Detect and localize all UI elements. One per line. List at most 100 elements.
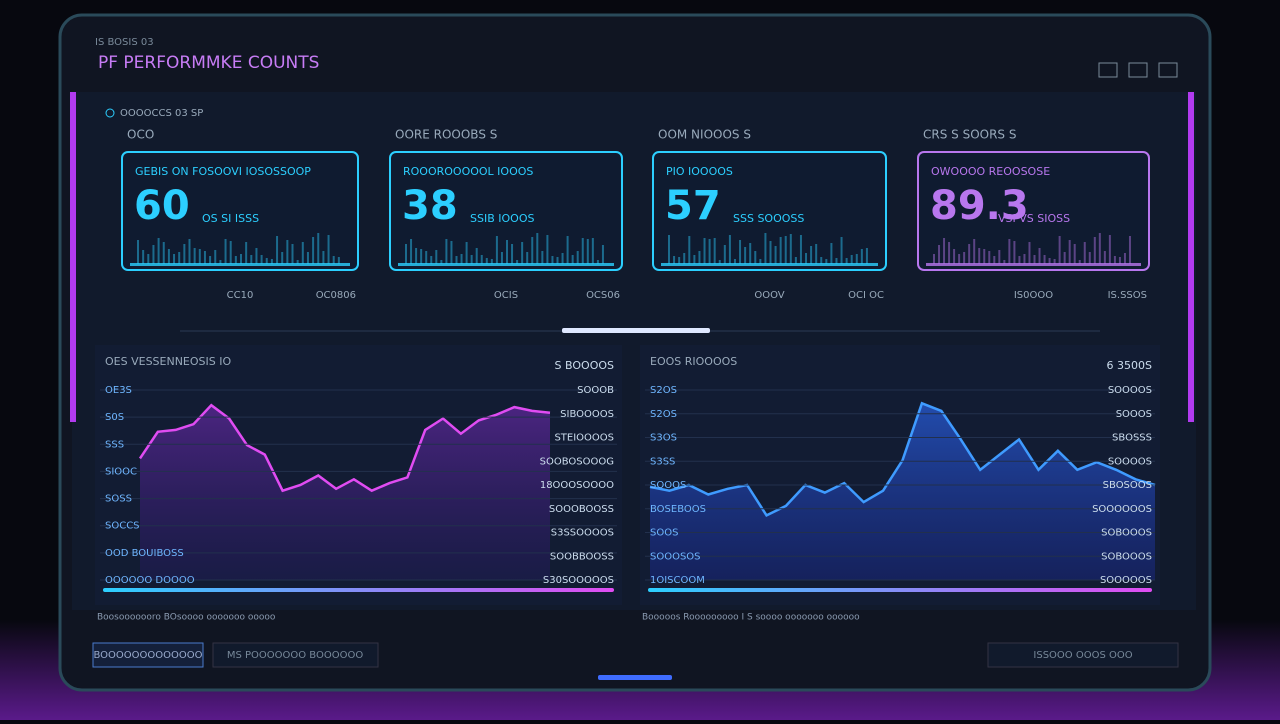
sparkline-bar bbox=[265, 258, 268, 264]
card-value: 60 bbox=[134, 183, 190, 229]
y-label-right: SOOOOOOS bbox=[1092, 504, 1152, 515]
sparkline-bar bbox=[713, 238, 716, 264]
card-value: 38 bbox=[402, 183, 458, 229]
sparkline-bar bbox=[825, 259, 828, 264]
chart-line bbox=[649, 401, 1156, 518]
sparkline-bar bbox=[440, 260, 443, 264]
y-label-right: SOBOOOS bbox=[1101, 551, 1152, 562]
y-label-left: SIOOC bbox=[105, 466, 137, 477]
y-label-right: SBOSOOS bbox=[1103, 480, 1152, 491]
sparkline-bar bbox=[255, 248, 258, 264]
footer-button[interactable] bbox=[92, 642, 204, 668]
card bbox=[389, 151, 623, 271]
sparkline-bar bbox=[435, 250, 438, 264]
sparkline-bar bbox=[291, 244, 294, 264]
sparkline-bar bbox=[845, 258, 848, 264]
sparkline-bar bbox=[337, 257, 340, 264]
subheader: OOOOCCS 03 SP bbox=[120, 108, 203, 119]
sparkline-bar bbox=[668, 235, 670, 264]
sparkline-bar bbox=[460, 254, 463, 264]
sparkline-bar bbox=[1033, 255, 1036, 264]
y-label-right: SOOBBOOSS bbox=[550, 551, 614, 562]
sparkline-bar bbox=[744, 247, 747, 264]
sparkline-bar bbox=[178, 252, 181, 264]
sparkline-bar bbox=[789, 234, 792, 264]
sparkline-bar bbox=[749, 243, 752, 264]
sparkline-bar bbox=[596, 260, 599, 264]
y-label-left: SOOS bbox=[650, 528, 678, 539]
card-foot-right: OC0806 bbox=[316, 290, 356, 301]
sparkline-bar bbox=[281, 252, 284, 264]
sparkline-bar bbox=[815, 244, 818, 264]
sparkline-bar bbox=[943, 238, 946, 264]
sparkline-bar bbox=[1128, 236, 1131, 264]
sparkline-bar bbox=[1113, 256, 1116, 264]
y-label-right: SOOOOS bbox=[1108, 385, 1152, 396]
sparkline-bar bbox=[784, 236, 787, 264]
sparkline-bar bbox=[820, 257, 823, 264]
card-sub-label: SSS SOOOSS bbox=[733, 212, 804, 225]
sparkline-bar bbox=[465, 242, 468, 264]
sparkline-bar bbox=[203, 251, 206, 264]
sparkline-bar bbox=[260, 255, 263, 264]
sparkline-bar bbox=[541, 251, 544, 264]
sparkline-bar bbox=[516, 260, 519, 264]
sparkline-bar bbox=[183, 244, 186, 264]
sparkline-bar bbox=[1038, 248, 1041, 264]
window-button[interactable] bbox=[1158, 62, 1178, 78]
window-button[interactable] bbox=[1128, 62, 1148, 78]
sparkline-bar bbox=[296, 260, 299, 264]
sparkline-bar bbox=[1043, 255, 1046, 264]
card-value: 89.3 bbox=[930, 183, 1029, 229]
sparkline-bar bbox=[147, 254, 150, 264]
sparkline-bar bbox=[673, 256, 676, 264]
sparkline-bar bbox=[450, 241, 453, 264]
sparkline-bar bbox=[855, 254, 858, 264]
footer-button-label: BOOOOOOOOOOOOO bbox=[93, 650, 202, 661]
sparkline-bar bbox=[728, 235, 731, 264]
sparkline-bar bbox=[556, 257, 559, 264]
sparkline-bar bbox=[963, 252, 966, 264]
sparkline-bar bbox=[198, 249, 201, 264]
sparkline-bar bbox=[1108, 235, 1111, 264]
sparkline-bar bbox=[566, 236, 569, 264]
sparkline-bar bbox=[1098, 233, 1101, 264]
window-button[interactable] bbox=[1098, 62, 1118, 78]
y-label-right: SOOOS bbox=[1116, 409, 1152, 420]
sparkline-bar bbox=[551, 256, 554, 264]
footer-button[interactable] bbox=[212, 642, 379, 668]
sparkline-bar bbox=[1058, 236, 1061, 264]
sparkline-bar bbox=[1003, 260, 1006, 264]
sparkline-bar bbox=[1123, 253, 1126, 264]
sparkline-bar bbox=[410, 239, 413, 264]
sparkline-bar bbox=[224, 239, 227, 264]
y-label-left: S2OS bbox=[650, 409, 677, 420]
sparkline-bar bbox=[327, 235, 330, 264]
chart-area bbox=[140, 405, 550, 580]
sparkline-bar bbox=[162, 242, 165, 264]
card-foot-right: OCS06 bbox=[586, 290, 620, 301]
sparkline-bar bbox=[495, 236, 498, 264]
card-foot-right: IS.SSOS bbox=[1108, 290, 1147, 301]
sparkline-bar bbox=[805, 253, 808, 264]
footer-button[interactable] bbox=[987, 642, 1179, 668]
sparkline-bar bbox=[571, 255, 574, 264]
card-top-label: CRS S SOORS S bbox=[923, 128, 1016, 142]
sparkline-bar bbox=[1063, 252, 1066, 264]
card-foot-left: CC10 bbox=[227, 290, 254, 301]
sparkline-bar bbox=[490, 259, 493, 264]
sparkline-bar bbox=[142, 250, 145, 264]
sparkline-bar bbox=[546, 235, 549, 264]
sparkline-bar bbox=[506, 240, 508, 264]
sparkline-bar bbox=[988, 251, 991, 264]
sparkline-bar bbox=[240, 254, 242, 264]
chart-caption: Booooos Rooooooooo I S soooo ooooooo ooo… bbox=[642, 613, 860, 623]
sparkline-bar bbox=[521, 242, 524, 264]
sparkline-bar bbox=[420, 249, 423, 264]
y-label-right: SOOOOOS bbox=[1100, 575, 1152, 586]
y-label-left: OE3S bbox=[105, 385, 132, 396]
y-label-left: OOD BOUIBOSS bbox=[105, 548, 184, 559]
sparkline-bar bbox=[754, 251, 757, 264]
sparkline-bar bbox=[850, 255, 853, 264]
